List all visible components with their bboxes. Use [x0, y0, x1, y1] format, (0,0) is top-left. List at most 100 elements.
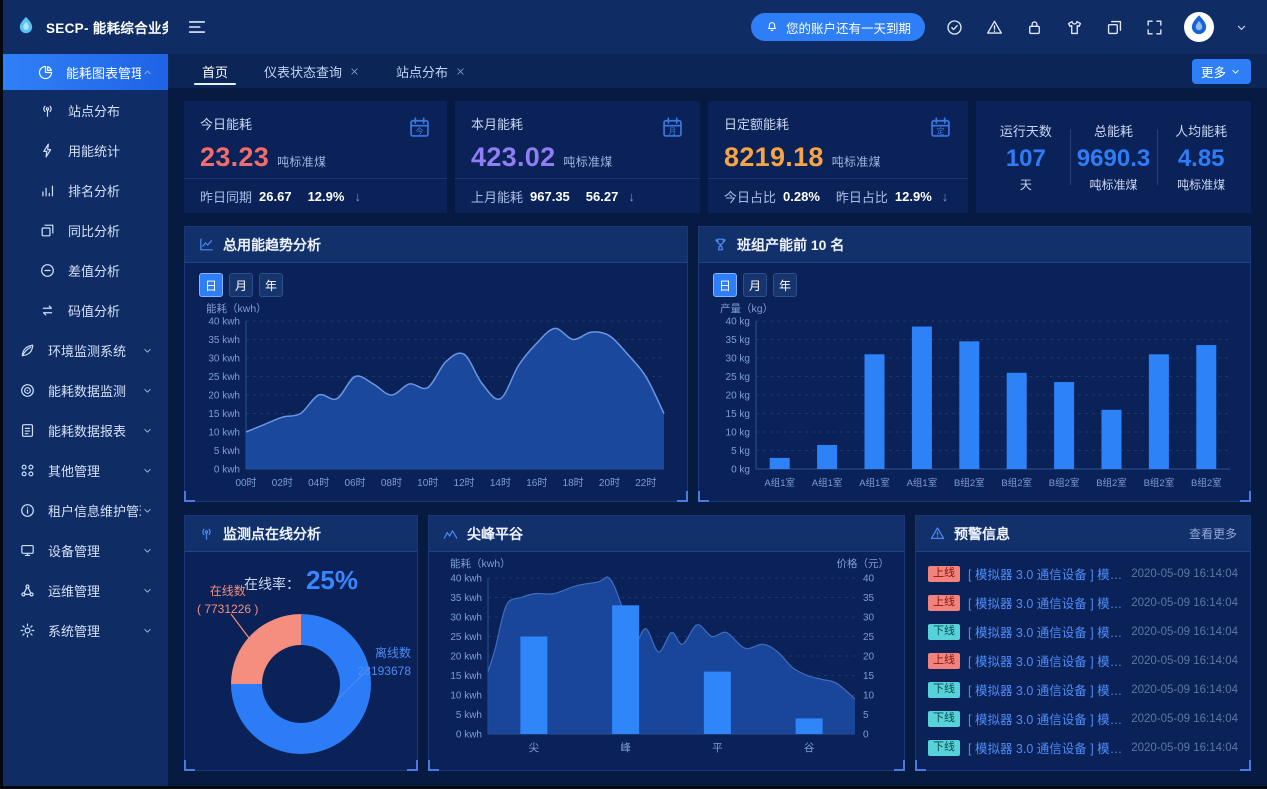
svg-text:B组2室: B组2室 — [1001, 477, 1032, 489]
more-button-label: 更多 — [1200, 65, 1226, 80]
period-toggle-年[interactable]: 年 — [773, 273, 797, 297]
period-toggle-日[interactable]: 日 — [713, 273, 737, 297]
sidebar-group-4[interactable]: 租户信息维护管理 — [3, 490, 168, 530]
more-button[interactable]: 更多 — [1191, 58, 1251, 84]
alert-row-2: 下线 [ 模拟器 3.0 通信设备 ] 模拟器 3.0... 2020-05-09 … — [928, 617, 1238, 646]
rank-bar-chart: 产量（kg） 0 kg 5 kg 10 kg 15 kg 20 kg 25 kg 30 kg 3… — [720, 302, 1230, 489]
fullscreen-icon[interactable] — [1145, 18, 1164, 37]
kpi-card-1: 本月能耗月 423.02 吨标准煤 上月能耗 967.35 56.27 ↓ — [455, 101, 700, 213]
tab-0[interactable]: 首页 — [184, 54, 246, 88]
header-icon-row — [945, 18, 1164, 37]
alert-timestamp: 2020-05-09 16:14:04 — [1131, 625, 1238, 638]
svg-text:12时: 12时 — [454, 477, 475, 489]
sidebar-group-7[interactable]: 系统管理 — [3, 610, 168, 650]
period-toggle-日[interactable]: 日 — [199, 273, 223, 297]
sidebar-subitem-5[interactable]: 码值分析 — [3, 290, 168, 330]
kpi-title: 本月能耗 — [471, 117, 524, 132]
tab-label: 站点分布 — [396, 64, 449, 80]
copy-icon[interactable] — [1105, 18, 1124, 37]
calendar-icon: 月 — [659, 114, 686, 141]
sidebar-subitem-1[interactable]: 用能统计 — [3, 130, 168, 170]
kpi-unit: 吨标准煤 — [831, 155, 881, 169]
online-count-label: 在线数 — [209, 584, 246, 598]
offline-count-callout: 离线数 23193678 — [358, 644, 411, 680]
menu-collapse-icon[interactable] — [186, 16, 208, 38]
period-toggle-年[interactable]: 年 — [259, 273, 283, 297]
kpi-footer-value: 967.35 — [530, 188, 570, 204]
sidebar-item-label: 其他管理 — [48, 463, 101, 479]
sidebar-group-6[interactable]: 运维管理 — [3, 570, 168, 610]
alert-device-link[interactable]: [ 模拟器 3.0 通信设备 ] 模拟器 3.0... — [968, 684, 1123, 698]
alert-device-link[interactable]: [ 模拟器 3.0 通信设备 ] 模拟器 3.0... — [968, 742, 1123, 756]
chevron-down-icon — [1229, 65, 1242, 78]
avatar[interactable] — [1184, 12, 1214, 42]
svg-text:10 kwh: 10 kwh — [208, 428, 240, 439]
lightning-icon — [39, 142, 56, 159]
sidebar-item-label: 同比分析 — [68, 223, 121, 239]
topbar: 您的账户还有一天到期 — [168, 0, 1267, 54]
tabs: 首页 仪表状态查询 站点分布 — [184, 54, 484, 88]
svg-text:22时: 22时 — [635, 477, 656, 489]
alert-device-link[interactable]: [ 模拟器 3.0 通信设备 ] 模拟器 3.0... — [968, 597, 1123, 611]
view-more-link[interactable]: 查看更多 — [1188, 527, 1237, 541]
svg-text:10时: 10时 — [417, 477, 438, 489]
tab-1[interactable]: 仪表状态查询 — [246, 54, 378, 88]
svg-text:B组2室: B组2室 — [1096, 477, 1127, 489]
period-toggle-月[interactable]: 月 — [743, 273, 767, 297]
sidebar-subitem-3[interactable]: 同比分析 — [3, 210, 168, 250]
sidebar-group-2[interactable]: 能耗数据报表 — [3, 410, 168, 450]
svg-text:A组1室: A组1室 — [811, 477, 842, 489]
svg-text:40 kwh: 40 kwh — [208, 317, 240, 328]
alert-device-link[interactable]: [ 模拟器 3.0 通信设备 ] 模拟器 3.0... — [968, 655, 1123, 669]
online-panel-title: 监测点在线分析 — [223, 525, 321, 542]
warning-triangle-icon[interactable] — [985, 18, 1004, 37]
status-badge: 下线 — [928, 710, 960, 727]
svg-text:5 kg: 5 kg — [731, 446, 750, 457]
sidebar-subitem-4[interactable]: 差值分析 — [3, 250, 168, 290]
svg-text:15: 15 — [863, 671, 875, 682]
sidebar-item-active[interactable]: 能耗图表管理 — [3, 54, 168, 90]
alert-device-link[interactable]: [ 模拟器 3.0 通信设备 ] 模拟器 3.0... — [968, 626, 1123, 640]
sidebar-group-3[interactable]: 其他管理 — [3, 450, 168, 490]
peak-valley-panel: 尖峰平谷 能耗（kwh） 0 kwh 0 5 kwh 5 10 kwh 10 15 kwh 15… — [428, 515, 905, 771]
sidebar-group-0[interactable]: 环境监测系统 — [3, 330, 168, 370]
minus-circle-icon — [39, 262, 56, 279]
alert-timestamp: 2020-05-09 16:14:04 — [1131, 596, 1238, 609]
tab-2[interactable]: 站点分布 — [378, 54, 484, 88]
stat-unit: 吨标准煤 — [1089, 178, 1138, 192]
check-badge-icon[interactable] — [945, 18, 964, 37]
kpi-footer-value: 26.67 — [259, 188, 292, 204]
sidebar-subitem-2[interactable]: 排名分析 — [3, 170, 168, 210]
theme-shirt-icon[interactable] — [1065, 18, 1084, 37]
kpi-footer: 昨日同期 26.67 12.9% ↓ — [184, 178, 447, 213]
tab-close-icon[interactable] — [455, 66, 466, 77]
lock-icon[interactable] — [1025, 18, 1044, 37]
online-count-callout: 在线数 ( 7731226 ) — [197, 582, 258, 618]
alert-device-link[interactable]: [ 模拟器 3.0 通信设备 ] 模拟器 3.0... — [968, 568, 1123, 582]
kpi-footer-value: 56.27 — [585, 188, 619, 204]
svg-text:20时: 20时 — [599, 477, 620, 489]
gear-icon — [19, 622, 36, 639]
svg-text:25 kwh: 25 kwh — [450, 632, 482, 643]
tab-close-icon[interactable] — [349, 66, 360, 77]
account-expiry-notice[interactable]: 您的账户还有一天到期 — [750, 13, 925, 41]
svg-text:尖: 尖 — [529, 741, 540, 754]
sidebar-subitem-0[interactable]: 站点分布 — [3, 90, 168, 130]
tabbar: 首页 仪表状态查询 站点分布 更多 — [168, 54, 1267, 88]
kpi-footer-value: 0.28% — [783, 188, 820, 204]
online-rate-value: 25% — [305, 565, 359, 595]
svg-text:06时: 06时 — [344, 477, 365, 489]
period-toggle-月[interactable]: 月 — [229, 273, 253, 297]
trend-period-toggles: 日月年 — [185, 263, 687, 297]
sidebar-item-label: 能耗图表管理 — [66, 65, 141, 81]
tab-label: 仪表状态查询 — [264, 64, 343, 80]
alert-device-link[interactable]: [ 模拟器 3.0 通信设备 ] 模拟器 3.0... — [968, 713, 1123, 727]
sidebar-group-1[interactable]: 能耗数据监测 — [3, 370, 168, 410]
stat-0: 运行天数 107 天 — [982, 121, 1070, 193]
chevron-down-icon[interactable] — [1234, 20, 1249, 35]
chevron-up-icon — [141, 66, 154, 79]
svg-text:B组2室: B组2室 — [1190, 477, 1221, 489]
sidebar-group-5[interactable]: 设备管理 — [3, 530, 168, 570]
donut-chart[interactable] — [231, 614, 371, 754]
kpi-footer: 今日占比 0.28% 昨日占比 12.9% ↓ — [708, 178, 968, 213]
